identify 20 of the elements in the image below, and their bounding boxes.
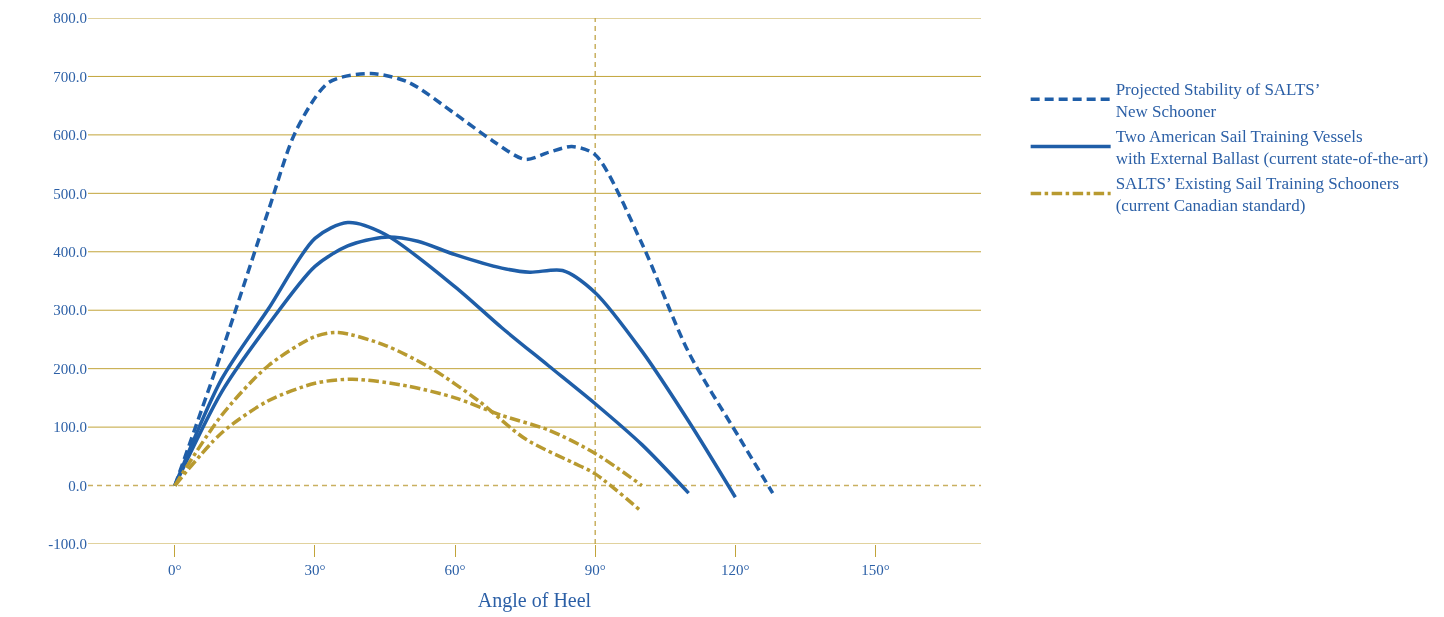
y-tick-label: -100.0	[48, 536, 87, 553]
x-axis-title: Angle of Heel	[477, 588, 592, 612]
y-tick-label: 100.0	[53, 419, 87, 436]
y-tick-label: 200.0	[53, 360, 87, 377]
x-tick-label: 120°	[721, 562, 750, 578]
x-tick-label: 150°	[861, 562, 890, 578]
x-tick-label: 60°	[444, 562, 466, 578]
y-tick-label: 400.0	[53, 244, 87, 261]
y-tick-label: 0.0	[68, 477, 87, 494]
y-tick-label: 500.0	[53, 185, 87, 202]
y-tick-label: 800.0	[53, 10, 87, 27]
legend-label: Projected Stability of SALTS’ New Schooner	[1115, 79, 1321, 121]
x-tick-label: 30°	[304, 562, 326, 578]
legend-label: Two American Sail Training Vessels with External Ballast (current state-of-the-art)	[1115, 126, 1429, 169]
y-tick-label: 300.0	[53, 302, 87, 319]
legend-label: SALTS’ Existing Sail Training Schooners (current Canadian standard)	[1115, 174, 1400, 216]
x-tick-label: 90°	[584, 562, 606, 578]
y-tick-label: 700.0	[53, 68, 87, 85]
x-tick-label: 0°	[168, 562, 182, 578]
y-tick-label: 600.0	[53, 127, 87, 144]
